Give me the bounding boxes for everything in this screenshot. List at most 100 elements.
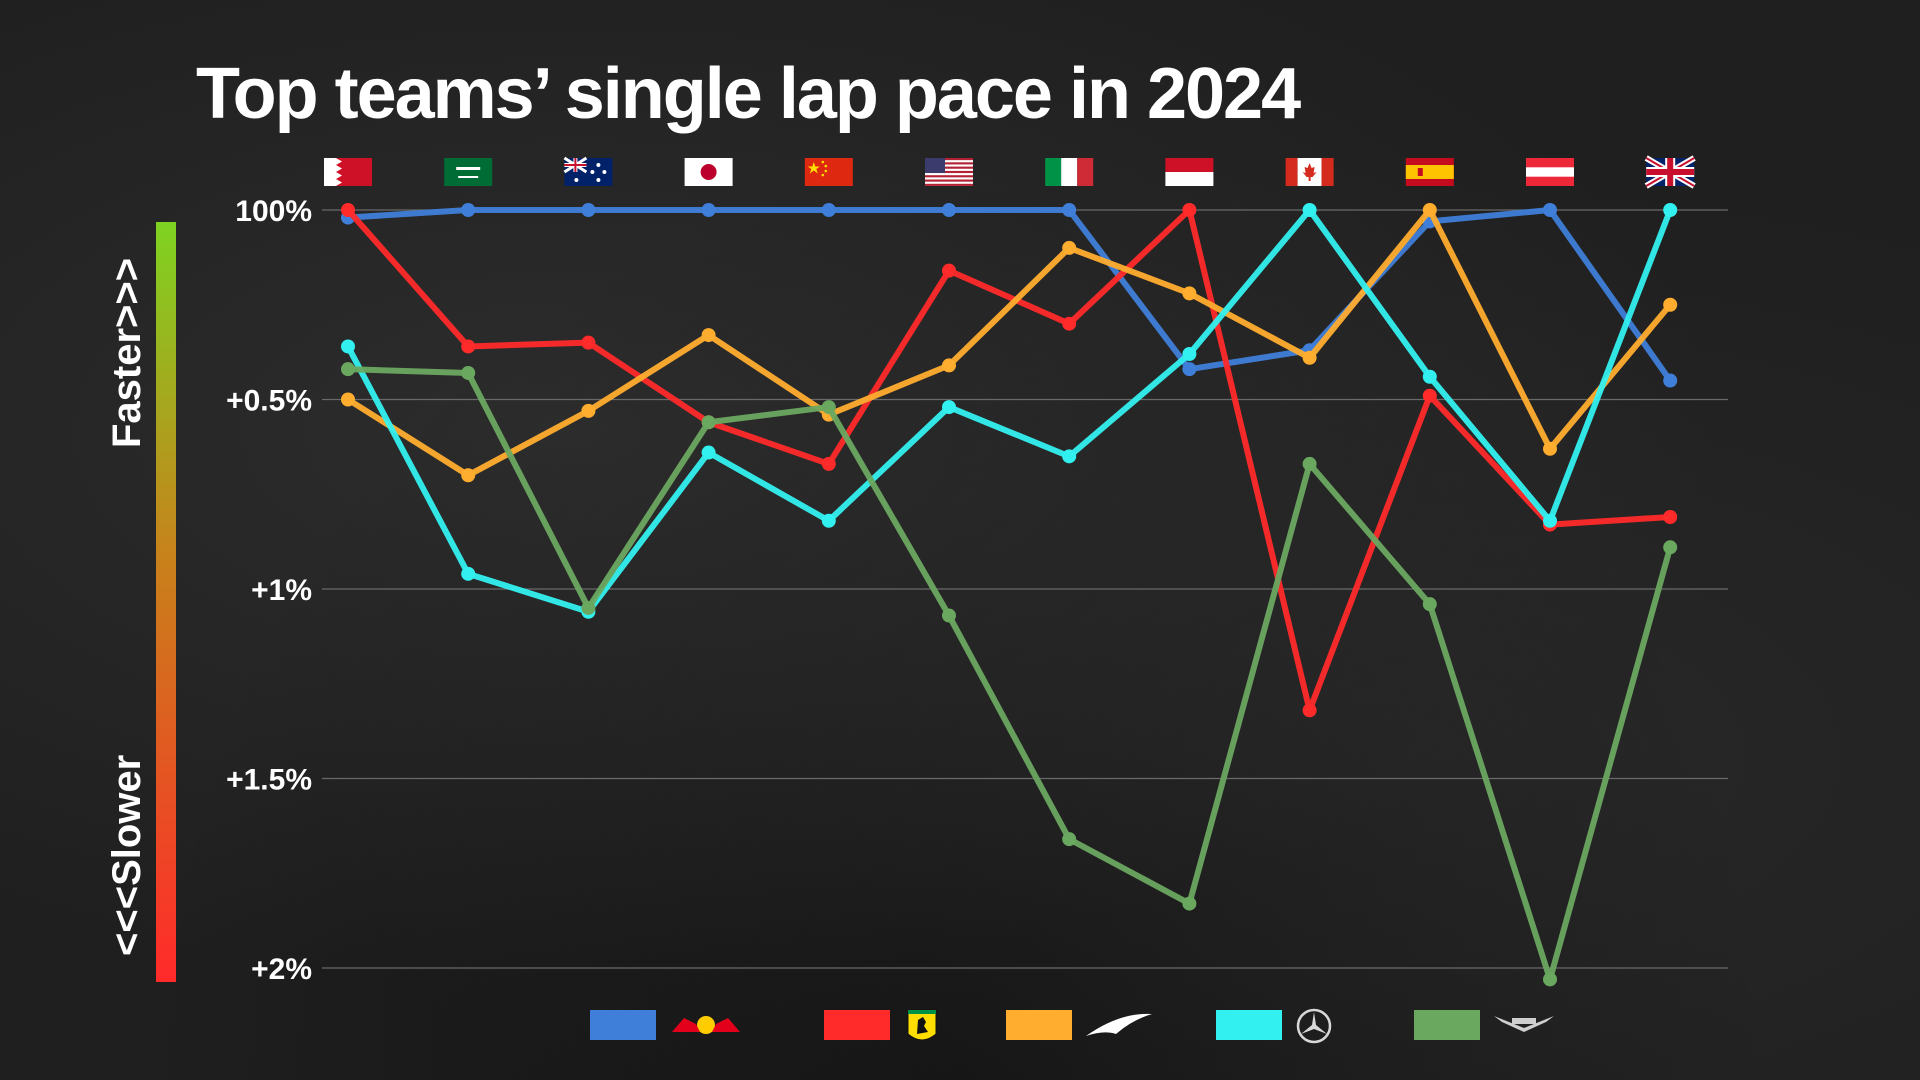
series-aston-martin: [341, 362, 1678, 987]
data-point: [1062, 203, 1077, 217]
data-point: [1302, 350, 1317, 365]
legend-entry: [1414, 1010, 1554, 1040]
legend-swatch: [590, 1010, 656, 1040]
data-point: [1182, 203, 1197, 217]
faster-label: Faster>>>: [105, 258, 149, 448]
data-point: [701, 415, 716, 430]
data-point: [1543, 513, 1557, 528]
data-point: [1663, 373, 1678, 388]
japan-flag: [684, 158, 733, 186]
data-point: [1302, 456, 1317, 471]
data-point: [1182, 347, 1197, 362]
gridlines: [322, 209, 1728, 969]
data-point: [581, 600, 596, 615]
series-lines: [341, 203, 1678, 987]
monaco-flag: [1165, 158, 1214, 186]
spain-flag: [1405, 158, 1454, 186]
data-point: [1062, 240, 1077, 255]
uk-flag: [1644, 155, 1696, 189]
legend-entry: [1216, 1008, 1332, 1044]
legend-swatch: [824, 1010, 890, 1040]
data-point: [821, 456, 836, 471]
legend-entry: [590, 1010, 740, 1040]
y-tick-label: +2%: [251, 953, 312, 986]
data-point: [1182, 896, 1197, 911]
direction-bar: [156, 222, 176, 982]
aston-martin-logo: [1494, 1016, 1554, 1032]
saudi-arabia-flag: [444, 158, 493, 186]
canada-flag: [1285, 158, 1334, 186]
data-point: [341, 203, 355, 217]
data-point: [1422, 203, 1437, 217]
usa-flag: [925, 158, 973, 186]
series-mercedes: [341, 203, 1678, 619]
data-point: [1062, 832, 1077, 847]
data-point: [1062, 449, 1077, 464]
chart-title: Top teams’ single lap pace in 2024: [196, 54, 1301, 134]
data-point: [942, 608, 956, 623]
slower-label: <<<Slower: [105, 755, 149, 956]
data-point: [1182, 362, 1197, 377]
data-point: [701, 203, 716, 217]
legend-entry: [824, 1009, 937, 1041]
data-point: [341, 339, 355, 354]
data-point: [1422, 597, 1437, 612]
data-point: [461, 566, 476, 581]
y-tick-label: 100%: [235, 195, 312, 228]
legend-swatch: [1006, 1010, 1072, 1040]
data-point: [461, 468, 476, 483]
legend: [590, 1008, 1554, 1044]
data-point: [942, 400, 956, 415]
data-point: [821, 203, 836, 217]
series-line: [345, 366, 1674, 983]
data-point: [341, 392, 355, 407]
race-flags: [324, 155, 1696, 189]
series-line: [345, 207, 1674, 615]
data-point: [1663, 297, 1678, 312]
austria-flag: [1526, 158, 1574, 186]
series-line: [345, 207, 1674, 479]
series-line: [345, 207, 1674, 384]
series-mclaren: [341, 203, 1678, 483]
data-point: [1663, 540, 1678, 555]
data-point: [341, 362, 355, 377]
legend-swatch: [1414, 1010, 1480, 1040]
data-point: [701, 445, 716, 460]
data-point: [581, 403, 596, 418]
legend-swatch: [1216, 1010, 1282, 1040]
data-point: [1543, 441, 1557, 456]
mercedes-logo: [1296, 1008, 1332, 1044]
data-point: [1182, 286, 1197, 301]
ferrari-logo: [907, 1009, 937, 1041]
series-ferrari: [341, 203, 1678, 718]
data-point: [1543, 203, 1557, 217]
data-point: [581, 335, 596, 350]
y-tick-label: +1%: [251, 574, 312, 607]
data-point: [461, 203, 476, 217]
data-point: [1663, 509, 1678, 524]
data-point: [1543, 972, 1557, 987]
data-point: [1302, 203, 1317, 217]
data-point: [1422, 369, 1437, 384]
data-point: [942, 203, 956, 217]
data-point: [461, 339, 476, 354]
data-point: [1422, 388, 1437, 403]
data-point: [1062, 316, 1077, 331]
italy-flag: [1045, 158, 1094, 186]
data-point: [581, 203, 596, 217]
mclaren-logo: [1086, 1013, 1152, 1036]
data-point: [701, 328, 716, 343]
data-point: [821, 400, 836, 415]
australia-flag: [563, 156, 613, 186]
y-axis-ticks: 100% +0.5% +1% +1.5% +2%: [226, 195, 312, 986]
data-point: [1302, 703, 1317, 718]
y-tick-label: +1.5%: [226, 764, 312, 797]
data-point: [942, 263, 956, 278]
data-point: [461, 365, 476, 380]
data-point: [942, 358, 956, 373]
y-tick-label: +0.5%: [226, 385, 312, 418]
bahrain-flag: [324, 158, 372, 186]
china-flag: [804, 158, 853, 186]
data-point: [1663, 203, 1678, 217]
